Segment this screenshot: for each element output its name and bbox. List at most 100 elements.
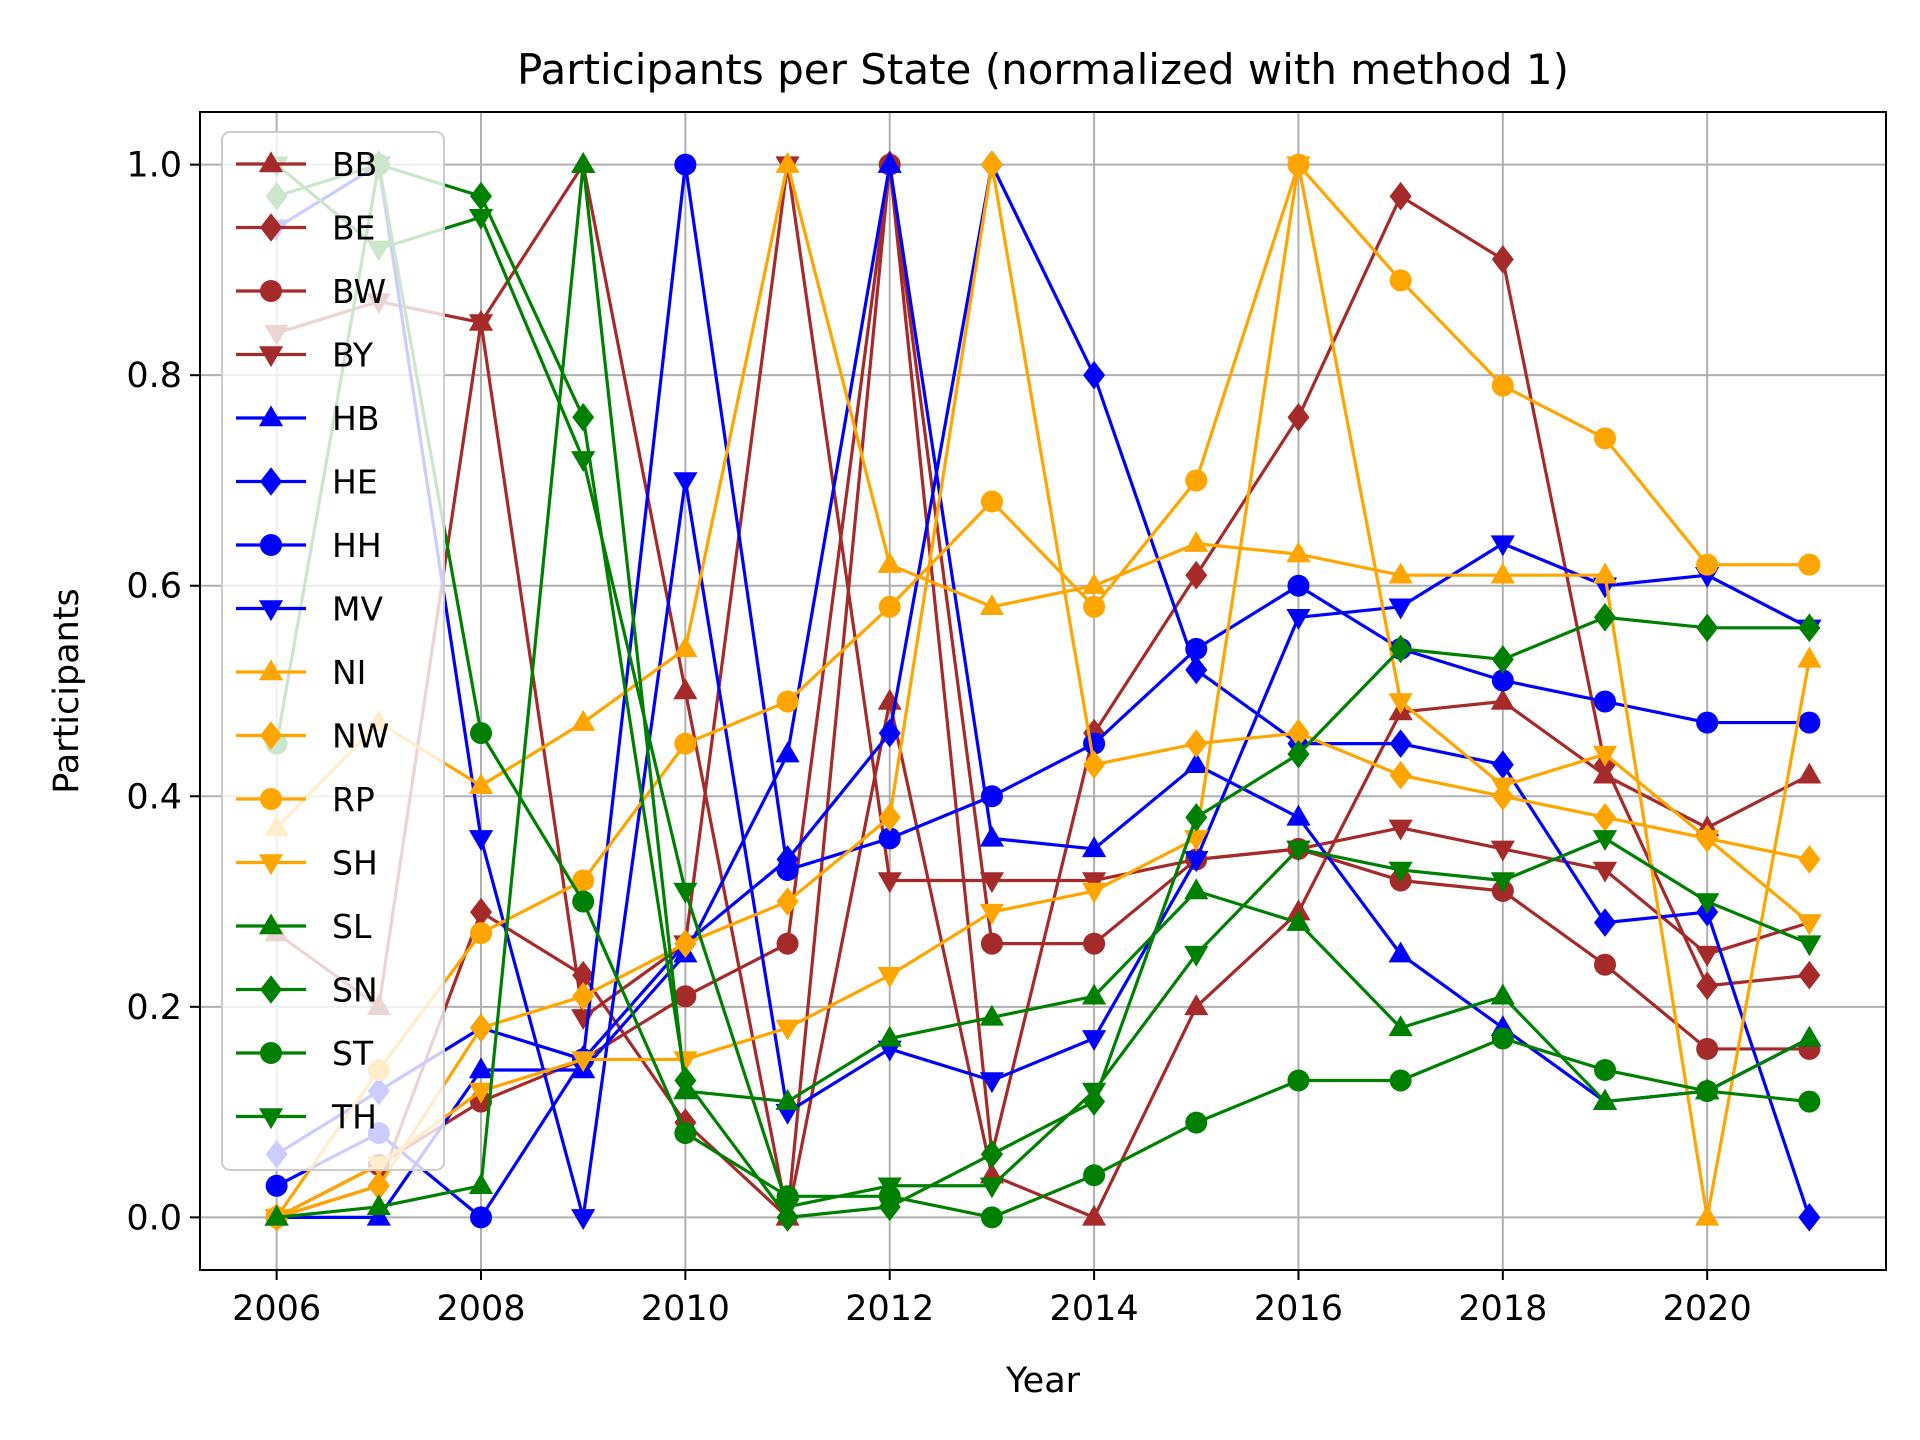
data-point-ni <box>775 151 800 173</box>
data-point-hb <box>366 1204 391 1226</box>
data-point-mv <box>1388 598 1413 620</box>
data-point-rp <box>1491 374 1514 397</box>
data-point-sn <box>572 402 595 432</box>
legend-label-sn: SN <box>332 971 378 1010</box>
series-th <box>264 156 1822 1220</box>
data-point-sl <box>1388 1015 1413 1037</box>
data-point-sl <box>468 1173 494 1195</box>
data-point-th <box>979 1177 1005 1199</box>
x-tick-label: 2020 <box>1663 1289 1752 1329</box>
data-point-st <box>1696 1080 1719 1103</box>
data-point-sl <box>775 1088 800 1110</box>
series-ni <box>264 151 1822 1226</box>
data-point-sn <box>1798 613 1821 643</box>
series-st <box>265 153 1821 1229</box>
data-point-st <box>470 722 492 745</box>
data-point-bw <box>1696 1037 1719 1060</box>
data-point-sh <box>877 966 902 988</box>
data-point-nw <box>1083 750 1106 779</box>
legend-label-nw: NW <box>332 717 389 756</box>
legend-item-ni: NI <box>236 653 366 692</box>
data-point-by <box>979 872 1005 894</box>
data-point-he <box>878 718 901 748</box>
data-point-sl <box>1184 878 1209 900</box>
data-point-bw <box>1594 953 1616 976</box>
data-point-st <box>1287 1069 1310 1092</box>
data-point-be <box>1389 181 1412 211</box>
data-point-by <box>1388 819 1413 841</box>
legend-item-nw: NW <box>236 717 389 756</box>
legend-item-sh: SH <box>236 844 378 883</box>
data-point-bb <box>1081 1204 1107 1226</box>
data-point-sl <box>877 1025 902 1047</box>
series-line-mv <box>275 163 1811 1219</box>
data-point-mv <box>673 472 698 494</box>
data-point-hb <box>775 741 800 763</box>
data-point-sn <box>674 1066 697 1095</box>
legend-marker-sn <box>260 975 282 1004</box>
data-point-sl <box>264 1204 289 1226</box>
data-point-rp <box>1594 427 1616 450</box>
data-point-th <box>571 451 596 473</box>
data-point-rp <box>980 490 1003 513</box>
data-point-sl <box>366 1194 391 1216</box>
data-point-sl <box>979 1004 1005 1026</box>
legend-label-mv: MV <box>332 590 383 629</box>
data-point-hh <box>265 1174 288 1197</box>
data-point-nw <box>1594 803 1616 832</box>
data-point-mv <box>979 1072 1005 1094</box>
chart-title: Participants per State (normalized with … <box>517 45 1569 94</box>
legend-marker-bw <box>260 280 282 302</box>
data-point-th <box>877 1177 902 1199</box>
data-point-st <box>1185 1111 1208 1134</box>
legend-item-bb: BB <box>236 145 377 184</box>
x-tick-label: 2018 <box>1458 1289 1547 1329</box>
data-point-sh <box>979 903 1005 925</box>
data-point-nw <box>776 887 799 916</box>
legend-label-rp: RP <box>332 780 375 819</box>
data-point-sh <box>775 1019 800 1041</box>
data-point-hb <box>877 151 902 173</box>
data-point-st <box>980 1206 1003 1229</box>
data-point-sl <box>1490 983 1515 1005</box>
legend-item-mv: MV <box>236 590 383 629</box>
data-point-by <box>1490 840 1515 862</box>
data-point-sl <box>1286 909 1311 931</box>
data-point-ni <box>1388 562 1413 584</box>
series-line-rp <box>275 163 1810 1219</box>
legend-marker-st <box>260 1042 282 1064</box>
x-tick-label: 2012 <box>845 1289 934 1329</box>
data-point-sh <box>571 1051 596 1073</box>
data-point-sl <box>1797 1025 1822 1047</box>
data-point-bb <box>1286 899 1311 921</box>
data-point-hb <box>468 1057 494 1079</box>
legend-item-sl: SL <box>236 907 372 946</box>
data-point-mv <box>468 830 494 852</box>
legend-item-sn: SN <box>236 971 378 1010</box>
data-point-hh <box>878 827 901 850</box>
data-point-nw <box>674 929 697 958</box>
data-point-rp <box>674 732 697 755</box>
data-point-ni <box>979 594 1005 616</box>
data-point-sh <box>1797 914 1822 936</box>
series-line-sn <box>276 163 1810 1219</box>
data-point-nw <box>1185 729 1208 758</box>
y-axis-label: Participants <box>47 588 87 794</box>
legend-marker-bb <box>258 151 284 173</box>
legend-label-bb: BB <box>332 145 377 184</box>
data-point-nw <box>470 1013 492 1043</box>
data-point-sh <box>1592 745 1618 767</box>
y-tick-label: 1.0 <box>126 146 182 186</box>
legend-marker-th <box>258 1108 284 1130</box>
data-point-bw <box>674 985 697 1008</box>
series-line-sl <box>276 163 1811 1219</box>
data-point-nw <box>572 981 595 1011</box>
data-point-sh <box>673 1051 698 1073</box>
data-point-st <box>1083 1164 1106 1187</box>
data-point-rp <box>1798 553 1821 576</box>
data-point-sn <box>1287 739 1310 769</box>
data-point-rp <box>1696 553 1719 576</box>
data-point-sn <box>1594 603 1616 632</box>
data-point-he <box>1185 655 1208 685</box>
legend-marker-mv <box>258 600 284 622</box>
